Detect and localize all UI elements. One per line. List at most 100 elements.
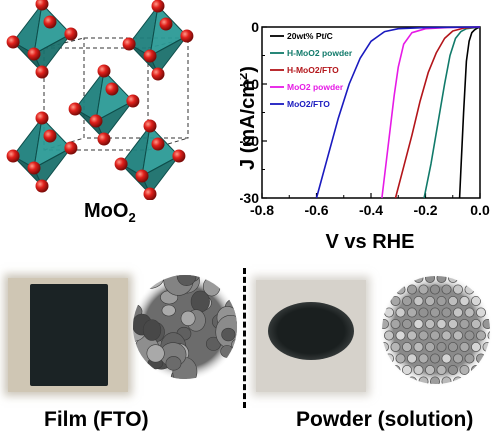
sem-particle xyxy=(464,307,475,318)
series-line-3 xyxy=(394,26,481,199)
chart-axes: -0.8 -0.6 -0.4 -0.2 0.0 0 -10 -20 -30 xyxy=(240,19,490,218)
sem-particle xyxy=(413,319,424,330)
oxygen-atom xyxy=(126,94,140,108)
sem-particle xyxy=(382,276,389,283)
sem-particle xyxy=(436,319,447,330)
sem-particle xyxy=(430,353,441,364)
sem-particle xyxy=(436,342,447,353)
sem-particle xyxy=(464,330,475,341)
oxygen-atom xyxy=(143,49,157,63)
moo2-crystal-structure xyxy=(6,0,194,200)
series-line-5 xyxy=(315,26,481,199)
sem-particle xyxy=(384,284,394,295)
oxygen-atom xyxy=(97,64,111,78)
sem-particle xyxy=(406,330,417,341)
sem-particle xyxy=(430,330,441,341)
sem-particle xyxy=(401,295,412,306)
film-sample xyxy=(30,284,108,386)
sem-grain xyxy=(133,275,148,286)
sem-particle xyxy=(430,376,441,384)
sem-particle xyxy=(471,342,482,353)
sem-particle xyxy=(448,342,459,353)
powder-photo xyxy=(256,280,366,392)
sem-particle xyxy=(384,330,394,341)
sem-particle xyxy=(441,284,452,295)
sem-particle xyxy=(425,319,436,330)
octahedron-face xyxy=(95,100,134,140)
y-axis-label: J (mA/cm2) xyxy=(240,66,259,170)
sem-particle xyxy=(476,307,487,318)
sem-grain xyxy=(142,319,162,341)
sem-particle xyxy=(476,330,487,341)
oxygen-atom xyxy=(97,132,111,146)
sem-particle xyxy=(413,295,424,306)
sem-particle xyxy=(425,276,436,283)
y-tick-label: 0 xyxy=(251,19,259,35)
sem-particle xyxy=(453,353,464,364)
oxygen-atom xyxy=(151,0,165,13)
sem-particle xyxy=(413,342,424,353)
sem-particle xyxy=(476,376,487,384)
x-tick-label: 0.0 xyxy=(470,202,490,218)
sem-particle xyxy=(453,284,464,295)
oxygen-atom xyxy=(151,67,165,81)
sem-grain xyxy=(180,310,196,326)
sem-grain xyxy=(146,344,165,363)
sem-particle xyxy=(441,353,452,364)
oxygen-atom xyxy=(27,161,41,175)
oxygen-atom xyxy=(6,149,20,163)
chart-legend: 20wt% Pt/C H-MoO2 powder H-MoO2/FTO MoO2 po… xyxy=(270,31,353,109)
sem-particle xyxy=(448,365,459,376)
sem-particle xyxy=(448,319,459,330)
oxygen-atom xyxy=(180,29,194,43)
sem-particle xyxy=(418,307,429,318)
octahedron-face xyxy=(141,155,180,195)
film-photo xyxy=(8,278,128,392)
x-tick-label: -0.4 xyxy=(359,202,383,218)
sem-particle xyxy=(382,365,389,376)
sem-grain xyxy=(136,275,161,283)
powder-caption: Powder (solution) xyxy=(296,408,474,431)
sem-particle xyxy=(453,330,464,341)
sem-particle xyxy=(406,307,417,318)
sem-particle xyxy=(482,365,490,376)
sem-particle xyxy=(459,319,470,330)
oxygen-atom xyxy=(135,169,149,183)
sem-particle xyxy=(482,276,490,283)
sem-particle xyxy=(487,330,490,341)
sem-particle xyxy=(406,353,417,364)
sem-particle xyxy=(395,376,406,384)
sem-grain xyxy=(190,290,210,313)
film-sem-image xyxy=(131,273,239,381)
sem-particle xyxy=(459,342,470,353)
sem-particle xyxy=(471,276,482,283)
oxygen-atom xyxy=(105,82,119,96)
oxygen-atom xyxy=(122,37,136,51)
sem-particle xyxy=(418,284,429,295)
sem-particle xyxy=(430,307,441,318)
sem-particle xyxy=(418,330,429,341)
octahedra-group xyxy=(6,0,194,200)
oxygen-atom xyxy=(89,114,103,128)
oxygen-atom xyxy=(143,119,157,133)
x-tick-label: -0.8 xyxy=(250,202,274,218)
sem-grain xyxy=(165,356,182,371)
sem-grain xyxy=(161,304,176,317)
structure-caption: MoO2 xyxy=(84,200,136,225)
octahedron-face xyxy=(149,35,188,75)
legend-entry: H-MoO2/FTO xyxy=(287,65,339,75)
sem-grain xyxy=(133,275,150,288)
sem-grain xyxy=(222,359,237,379)
sem-particle xyxy=(448,295,459,306)
sem-particle xyxy=(436,295,447,306)
sem-particle xyxy=(401,319,412,330)
oxygen-atom xyxy=(6,35,20,49)
x-axis-label: V vs RHE xyxy=(326,231,415,252)
octahedron-face xyxy=(33,33,72,73)
oxygen-atom xyxy=(159,17,173,31)
sem-particle xyxy=(487,284,490,295)
sem-particle xyxy=(459,365,470,376)
sem-particle xyxy=(471,295,482,306)
oxygen-atom xyxy=(35,65,49,79)
series-line-1 xyxy=(458,26,481,199)
